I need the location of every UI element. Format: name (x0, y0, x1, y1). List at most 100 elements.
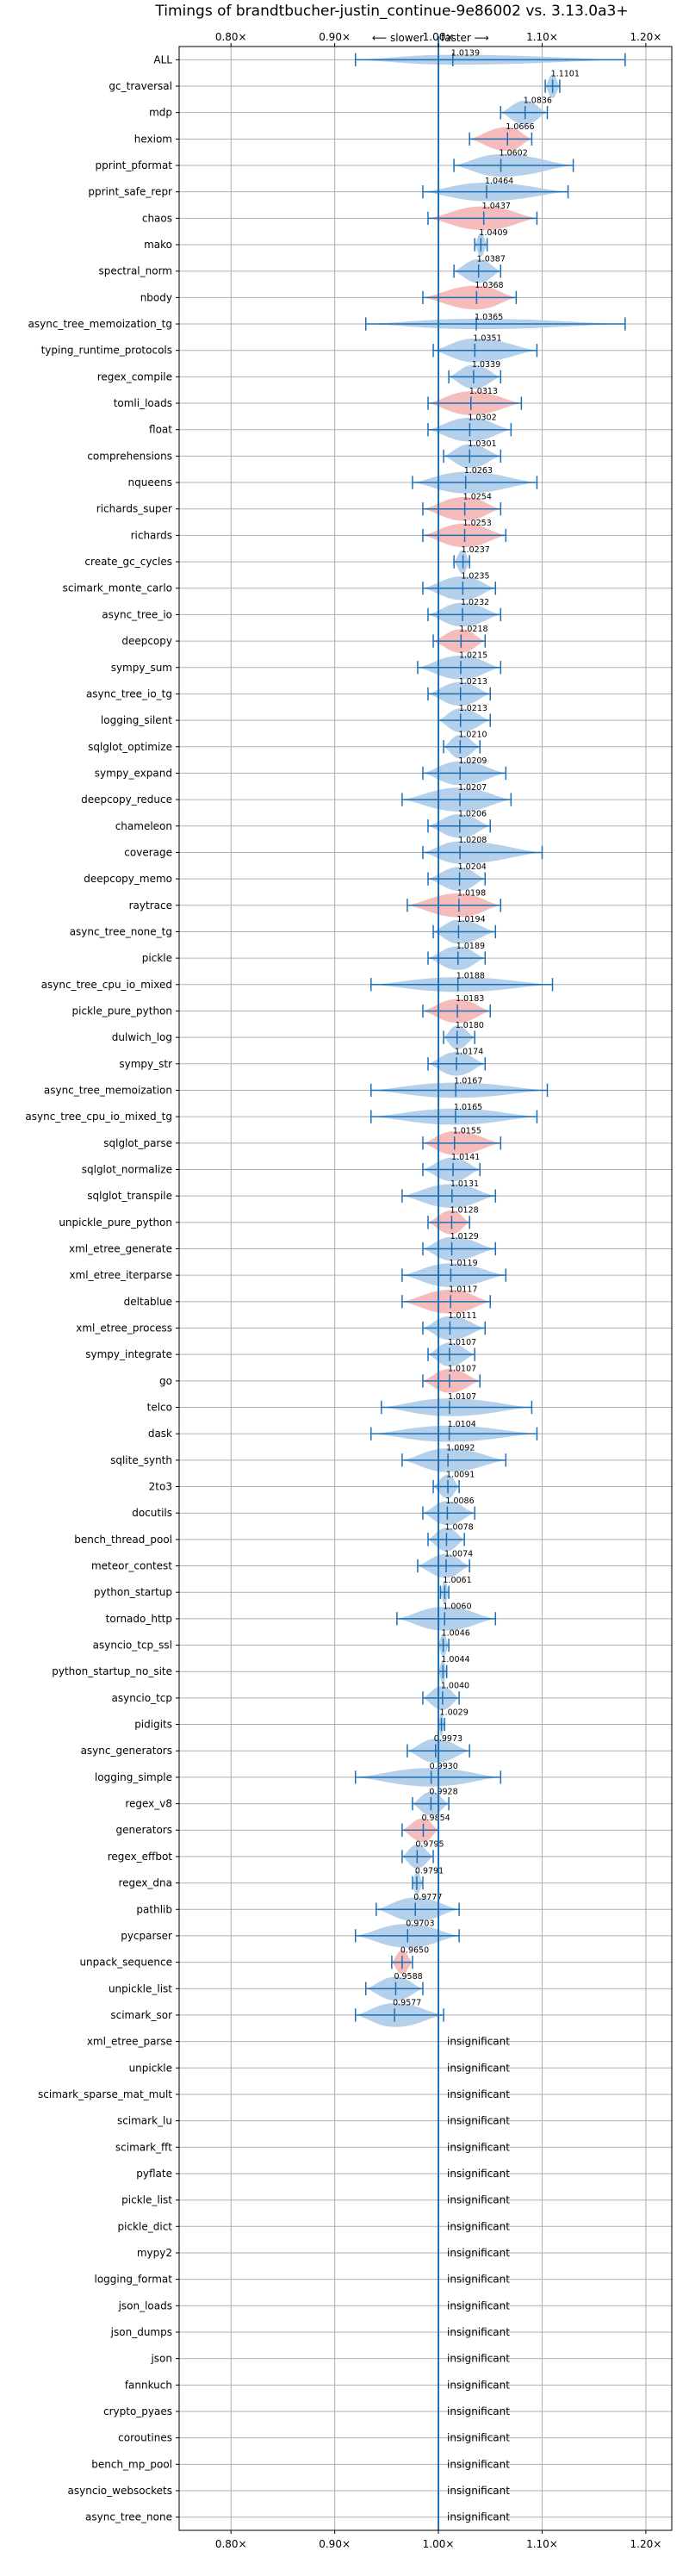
mean-value-label: 1.0139 (451, 49, 480, 59)
benchmark-label: telco (147, 1402, 172, 1414)
mean-value-label: 0.9650 (400, 1945, 429, 1955)
x-tick-label-top: 1.20× (630, 31, 662, 43)
gridlines (179, 47, 672, 2530)
mean-value-label: 1.0207 (458, 783, 487, 793)
x-tick-label-top: 0.90× (319, 31, 351, 43)
benchmark-label: scimark_sor (110, 2009, 172, 2021)
mean-value-label: 1.0074 (444, 1549, 473, 1559)
mean-value-label: 1.0235 (461, 571, 489, 581)
benchmark-label: logging_format (94, 2274, 172, 2286)
benchmark-label: richards (131, 529, 172, 541)
mean-value-label: 1.0464 (485, 177, 513, 186)
x-tick-label-bottom: 0.80× (215, 2538, 247, 2550)
benchmark-label: xml_etree_generate (69, 1242, 172, 1254)
mean-value-label: 1.0117 (449, 1285, 477, 1295)
mean-value-label: 1.0155 (453, 1127, 481, 1136)
benchmark-label: spectral_norm (98, 265, 172, 277)
mean-value-label: 1.0208 (458, 836, 487, 845)
benchmark-label: mypy2 (137, 2247, 172, 2259)
benchmark-label: mdp (149, 107, 172, 119)
mean-value-label: 1.0188 (456, 971, 485, 980)
mean-value-label: 1.0128 (450, 1206, 478, 1216)
benchmark-label: sqlglot_optimize (88, 741, 172, 753)
x-tick-label-bottom: 1.10× (526, 2538, 558, 2550)
mean-value-label: 1.0302 (468, 413, 496, 422)
mean-value-label: 1.0198 (457, 889, 486, 899)
benchmark-label: sympy_sum (111, 662, 172, 674)
benchmark-label: regex_effbot (108, 1851, 173, 1863)
benchmark-label: asyncio_tcp_ssl (93, 1640, 172, 1652)
benchmark-label: sympy_expand (95, 767, 172, 779)
mean-value-label: 0.9854 (421, 1814, 450, 1823)
mean-value-label: 0.9791 (415, 1866, 444, 1876)
benchmark-label: pickle (142, 952, 172, 964)
faster-label: faster ⟶ (441, 32, 489, 44)
insignificant-label: insignificant (447, 2405, 510, 2417)
benchmark-label: scimark_monte_carlo (63, 582, 172, 594)
mean-value-label: 1.0213 (459, 704, 487, 713)
benchmark-label: async_tree_cpu_io_mixed (41, 979, 172, 991)
mean-value-label: 1.0263 (464, 466, 493, 476)
mean-value-label: 1.0836 (524, 96, 552, 105)
mean-value-label: 1.0253 (463, 519, 492, 528)
benchmark-label: deepcopy (121, 635, 172, 647)
benchmark-label: logging_simple (95, 1771, 172, 1783)
benchmark-label: sympy_str (119, 1058, 172, 1070)
benchmark-label: pidigits (134, 1719, 172, 1731)
benchmark-label: scimark_sparse_mat_mult (38, 2088, 172, 2100)
mean-value-label: 1.0104 (448, 1420, 476, 1429)
benchmark-label: raytrace (129, 899, 172, 912)
benchmark-label: async_tree_io (102, 608, 172, 620)
insignificant-label: insignificant (447, 2036, 510, 2048)
benchmark-label: pickle_pure_python (72, 1005, 172, 1017)
benchmark-label: chaos (142, 212, 172, 224)
mean-value-label: 1.0165 (454, 1103, 482, 1112)
benchmark-label: pickle_list (121, 2194, 172, 2206)
benchmark-label: tornado_http (106, 1613, 172, 1625)
slower-label: ⟵ slower (372, 32, 424, 44)
insignificant-label: insignificant (447, 2299, 510, 2312)
insignificant-label: insignificant (447, 2194, 510, 2206)
benchmark-label: deltablue (124, 1296, 172, 1308)
insignificant-label: insignificant (447, 2088, 510, 2100)
x-tick-label-bottom: 1.00× (423, 2538, 455, 2550)
mean-value-label: 1.0206 (458, 810, 487, 819)
mean-value-label: 1.0183 (456, 994, 484, 1004)
insignificant-label: insignificant (447, 2115, 510, 2127)
benchmark-label: chameleon (115, 820, 172, 832)
benchmark-label: async_tree_io_tg (86, 688, 172, 700)
mean-value-label: 1.0313 (469, 387, 498, 396)
mean-value-label: 1.0107 (448, 1338, 476, 1347)
mean-value-label: 1.0232 (461, 598, 489, 607)
benchmark-label: bench_mp_pool (91, 2458, 172, 2470)
x-tick-label-top: 1.10× (526, 31, 558, 43)
insignificant-label: insignificant (447, 2432, 510, 2444)
benchmark-label: scimark_fft (115, 2141, 172, 2153)
mean-value-label: 1.0091 (446, 1470, 475, 1479)
mean-value-label: 1.0107 (448, 1365, 476, 1374)
benchmark-label: json (150, 2353, 172, 2365)
insignificant-label: insignificant (447, 2458, 510, 2470)
benchmark-label: async_tree_memoization (44, 1084, 172, 1096)
benchmark-label: unpickle_pure_python (59, 1216, 172, 1229)
mean-value-label: 1.0061 (443, 1576, 471, 1585)
benchmark-label: go (159, 1375, 172, 1387)
benchmark-label: mako (144, 239, 172, 251)
mean-value-label: 1.0218 (459, 625, 487, 634)
plot-frame (178, 46, 673, 2531)
benchmark-label: json_dumps (110, 2326, 172, 2338)
mean-value-label: 1.0237 (462, 545, 490, 555)
mean-value-label: 0.9928 (429, 1787, 457, 1796)
benchmark-label: bench_thread_pool (74, 1534, 172, 1546)
benchmark-label: pprint_pformat (96, 159, 173, 171)
mean-value-label: 0.9577 (393, 1999, 421, 2008)
mean-value-label: 1.0215 (459, 650, 487, 660)
benchmark-label: generators (115, 1824, 172, 1836)
mean-value-label: 1.0254 (463, 492, 492, 501)
benchmark-label: unpickle_list (109, 1982, 172, 1994)
benchmark-label: deepcopy_memo (84, 873, 172, 885)
benchmark-label: coroutines (118, 2432, 172, 2444)
mean-value-label: 1.1101 (551, 70, 580, 79)
benchmark-label: fannkuch (125, 2379, 172, 2391)
